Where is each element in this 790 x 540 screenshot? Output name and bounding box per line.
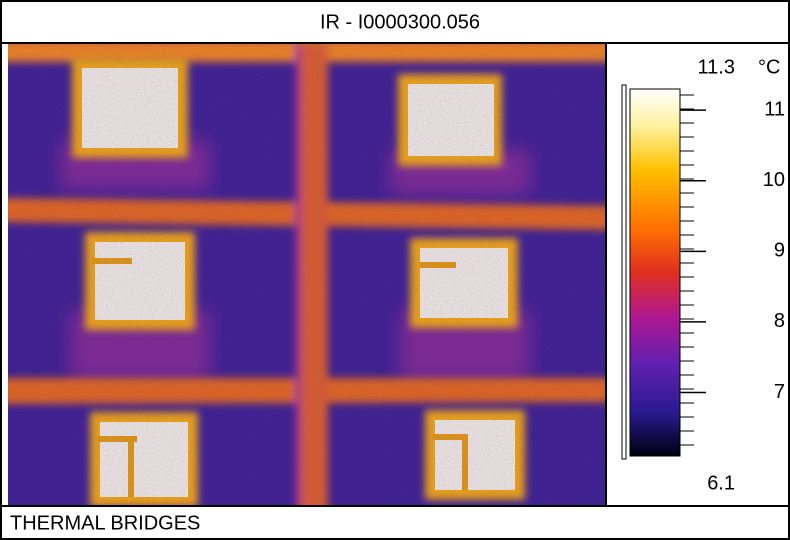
thermal-image bbox=[0, 40, 620, 514]
scale-min: 6.1 bbox=[707, 472, 735, 494]
tick-label: 10 bbox=[763, 169, 785, 191]
thermal-viewer: IR - I0000300.056 THERMAL BRIDGES bbox=[0, 0, 790, 540]
image-title: IR - I0000300.056 bbox=[320, 11, 480, 33]
scale-unit: °C bbox=[758, 56, 780, 78]
scale-max: 11.3 bbox=[698, 56, 735, 78]
caption: THERMAL BRIDGES bbox=[10, 512, 200, 534]
tick-label: 8 bbox=[774, 310, 785, 332]
tick-label: 9 bbox=[774, 240, 785, 262]
tick-label: 11 bbox=[764, 98, 785, 120]
color-bar bbox=[630, 89, 680, 456]
tick-label: 7 bbox=[774, 381, 785, 403]
